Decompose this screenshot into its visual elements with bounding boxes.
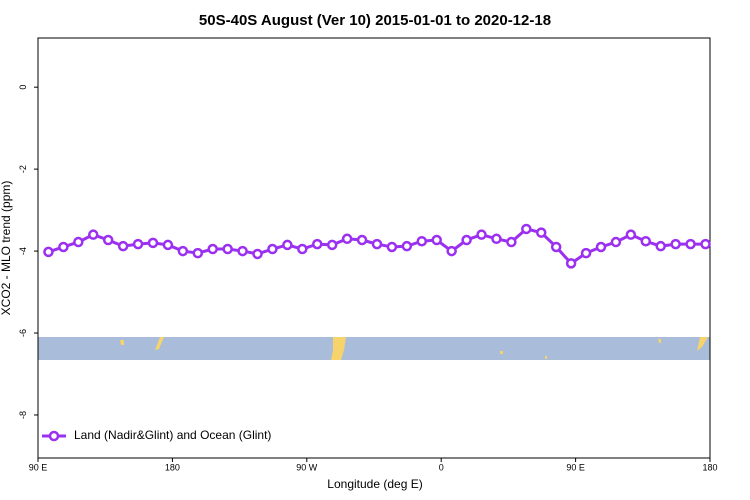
data-point bbox=[207, 243, 218, 255]
data-point bbox=[416, 235, 428, 247]
data-point bbox=[117, 240, 129, 252]
data-point bbox=[267, 243, 278, 255]
x-tick-label: 180 bbox=[702, 462, 717, 472]
data-point bbox=[252, 248, 263, 260]
data-point bbox=[580, 247, 592, 259]
data-point bbox=[655, 240, 666, 252]
data-point bbox=[476, 229, 487, 240]
data-point bbox=[237, 245, 248, 257]
y-tick-label: -4 bbox=[18, 247, 28, 255]
data-point bbox=[73, 236, 84, 248]
data-point bbox=[312, 238, 323, 250]
y-tick-label: 0 bbox=[18, 85, 28, 90]
y-tick-label: -2 bbox=[18, 165, 28, 173]
data-point bbox=[58, 241, 69, 253]
data-point bbox=[162, 239, 174, 251]
data-point bbox=[565, 258, 577, 269]
y-axis-label: XCO2 - MLO trend (ppm) bbox=[0, 181, 13, 316]
data-point bbox=[102, 234, 114, 246]
data-point bbox=[88, 229, 99, 240]
data-point bbox=[371, 238, 383, 250]
data-point bbox=[595, 241, 607, 253]
data-point bbox=[326, 239, 338, 251]
x-axis-label: Longitude (deg E) bbox=[327, 477, 422, 491]
data-point bbox=[461, 234, 472, 246]
data-point bbox=[297, 243, 308, 255]
data-point bbox=[177, 245, 189, 257]
data-point bbox=[640, 235, 652, 247]
x-tick-label: 90 E bbox=[29, 462, 48, 472]
x-tick-label: 0 bbox=[439, 462, 444, 472]
data-point bbox=[610, 236, 622, 248]
data-point bbox=[386, 241, 398, 253]
data-point bbox=[341, 233, 353, 245]
y-tick-label: -8 bbox=[18, 411, 28, 419]
data-point bbox=[431, 234, 442, 246]
data-point bbox=[192, 247, 204, 259]
data-point bbox=[491, 233, 502, 245]
plot-frame bbox=[37, 37, 711, 459]
data-point bbox=[625, 229, 637, 240]
data-point bbox=[282, 239, 293, 251]
x-tick-label: 90 W bbox=[296, 462, 318, 472]
data-point bbox=[147, 237, 159, 249]
chart-title: 50S-40S August (Ver 10) 2015-01-01 to 20… bbox=[199, 12, 551, 29]
data-point bbox=[132, 238, 144, 250]
data-point bbox=[43, 246, 54, 258]
data-point bbox=[670, 238, 681, 250]
data-point bbox=[356, 234, 368, 246]
data-point bbox=[401, 240, 413, 252]
legend-marker bbox=[48, 430, 60, 442]
data-point bbox=[536, 227, 547, 238]
x-tick-label: 90 E bbox=[566, 462, 585, 472]
data-point bbox=[506, 236, 517, 248]
data-point bbox=[521, 223, 532, 235]
y-tick-label: -6 bbox=[18, 329, 28, 337]
data-point bbox=[550, 241, 562, 253]
legend-label: Land (Nadir&Glint) and Ocean (Glint) bbox=[74, 428, 271, 442]
data-point bbox=[222, 243, 233, 255]
data-point bbox=[700, 238, 711, 250]
data-point bbox=[446, 245, 457, 257]
data-point bbox=[685, 238, 696, 250]
map-strip bbox=[38, 337, 710, 360]
x-tick-label: 180 bbox=[165, 462, 180, 472]
